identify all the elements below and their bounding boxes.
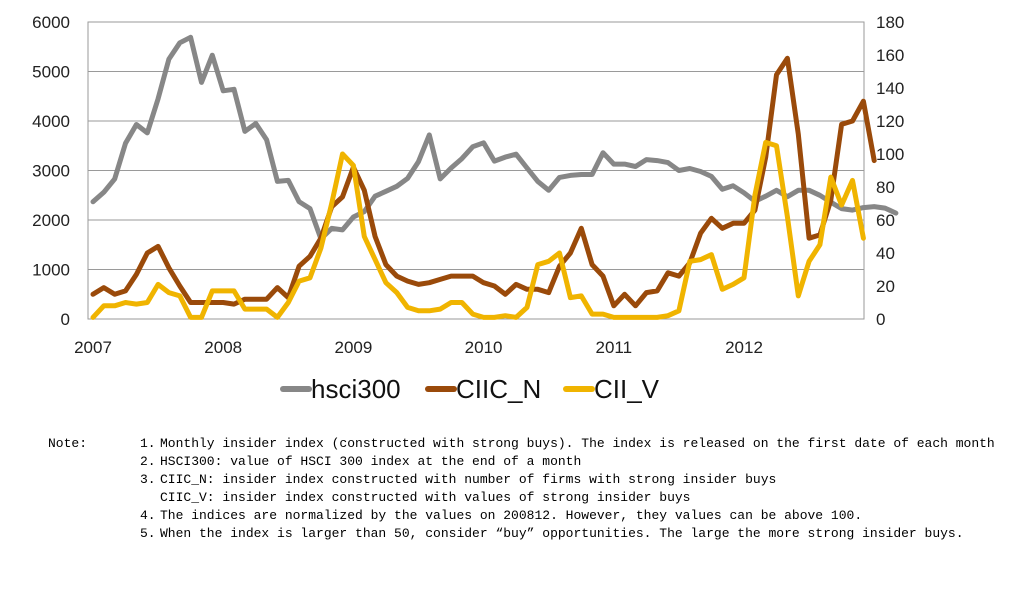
note-row: 5. When the index is larger than 50, con… xyxy=(48,525,995,543)
series-line-ciic-n xyxy=(90,55,877,309)
note-row: CIIC_V: insider index constructed with v… xyxy=(48,489,995,507)
left-tick-label: 6000 xyxy=(32,13,70,32)
right-tick-label: 80 xyxy=(876,178,895,197)
note-text: HSCI300: value of HSCI 300 index at the … xyxy=(160,454,582,469)
right-tick-label: 160 xyxy=(876,46,904,65)
note-label: Note: xyxy=(48,436,88,451)
note-number: 2. xyxy=(140,454,156,469)
note-text: When the index is larger than 50, consid… xyxy=(160,526,964,541)
right-tick-label: 120 xyxy=(876,112,904,131)
note-text: Monthly insider index (constructed with … xyxy=(160,436,995,451)
left-tick-label: 4000 xyxy=(32,112,70,131)
left-tick-label: 1000 xyxy=(32,261,70,280)
series-line-hsci300 xyxy=(90,34,899,242)
series-lines xyxy=(90,34,899,320)
legend-label: hsci300 xyxy=(311,374,401,404)
notes-block: Note: 1. Monthly insider index (construc… xyxy=(48,435,995,543)
legend-label: CIIC_N xyxy=(456,374,541,404)
left-tick-label: 5000 xyxy=(32,63,70,82)
note-text: CIIC_N: insider index constructed with n… xyxy=(160,472,777,487)
x-tick-label: 2010 xyxy=(465,338,503,357)
note-number xyxy=(140,489,160,507)
note-row: 2. HSCI300: value of HSCI 300 index at t… xyxy=(48,453,995,471)
right-tick-label: 0 xyxy=(876,310,885,329)
right-tick-label: 100 xyxy=(876,145,904,164)
x-tick-label: 2011 xyxy=(596,338,633,357)
note-number: 4. xyxy=(140,508,156,523)
x-tick-label: 2009 xyxy=(334,338,372,357)
note-row: 3. CIIC_N: insider index constructed wit… xyxy=(48,471,995,489)
right-axis-ticks: 0 20 40 60 80 100 120 140 160 180 xyxy=(876,13,904,329)
note-row: 4. The indices are normalized by the val… xyxy=(48,507,995,525)
x-tick-label: 2012 xyxy=(725,338,763,357)
note-number: 3. xyxy=(140,472,156,487)
note-number: 5. xyxy=(140,526,156,541)
right-tick-label: 140 xyxy=(876,79,904,98)
left-tick-label: 3000 xyxy=(32,162,70,181)
note-text: CIIC_V: insider index constructed with v… xyxy=(160,490,691,505)
legend-label: CII_V xyxy=(594,374,660,404)
chart: 0 1000 2000 3000 4000 5000 6000 0 20 40 60 80 100 12… xyxy=(32,13,904,404)
right-tick-label: 180 xyxy=(876,13,904,32)
plot-area-border xyxy=(87,21,865,320)
left-tick-label: 2000 xyxy=(32,211,70,230)
gridlines xyxy=(88,21,864,320)
right-tick-label: 40 xyxy=(876,244,895,263)
legend: hsci300 CIIC_N CII_V xyxy=(280,374,660,404)
right-tick-label: 60 xyxy=(876,211,895,230)
x-tick-label: 2008 xyxy=(204,338,242,357)
left-axis-ticks: 0 1000 2000 3000 4000 5000 6000 xyxy=(32,13,70,329)
note-row: Note: 1. Monthly insider index (construc… xyxy=(48,435,995,453)
series-line-cii-v xyxy=(90,139,866,320)
right-tick-label: 20 xyxy=(876,277,895,296)
x-tick-label: 2007 xyxy=(74,338,112,357)
left-tick-label: 0 xyxy=(61,310,70,329)
note-text: The indices are normalized by the values… xyxy=(160,508,863,523)
x-axis-ticks: 2007 2008 2009 2010 2011 2012 xyxy=(74,338,763,357)
note-number: 1. xyxy=(140,436,156,451)
